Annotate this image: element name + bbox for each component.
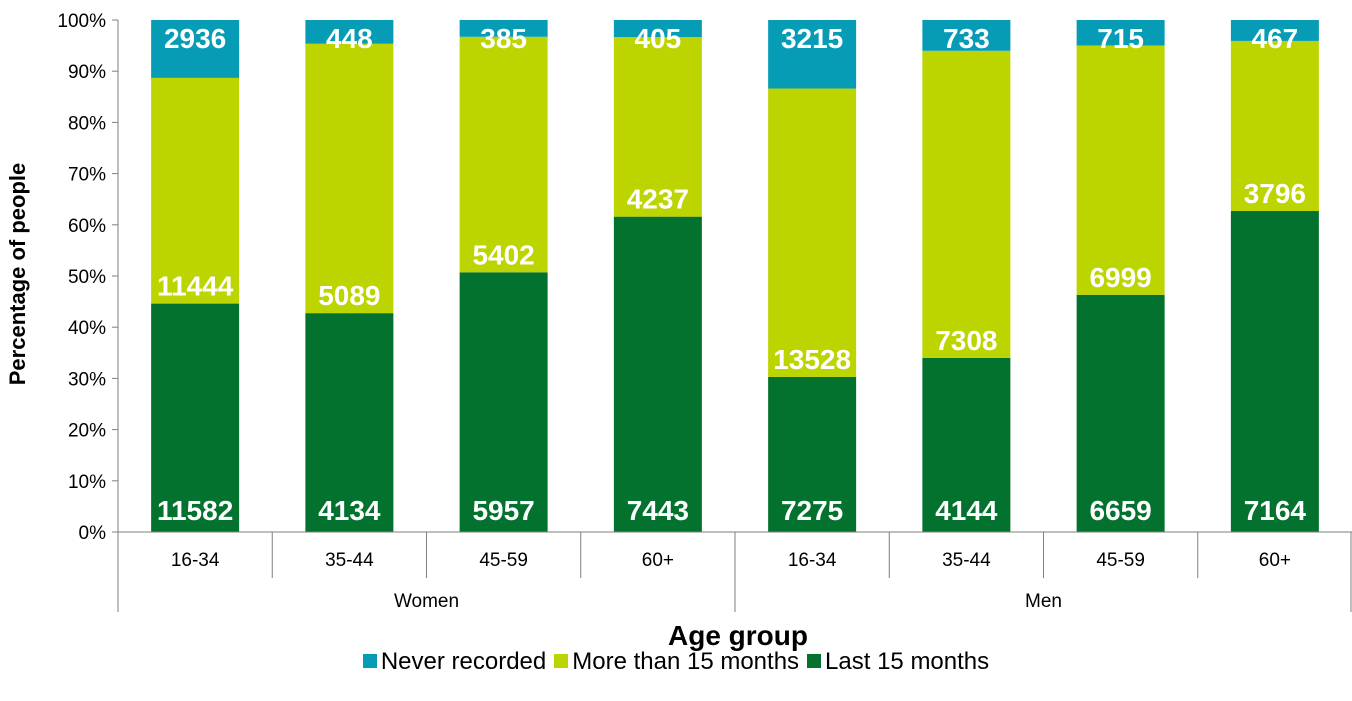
data-label: 6659 <box>1089 495 1151 526</box>
data-label: 5089 <box>318 280 380 311</box>
x-category-label: 16-34 <box>788 550 837 571</box>
data-label: 7443 <box>627 495 689 526</box>
legend: Never recorded More than 15 months Last 15… <box>0 648 1352 676</box>
x-category-label: 16-34 <box>171 550 220 571</box>
data-label: 13528 <box>773 344 851 375</box>
x-axis-title: Age group <box>668 620 808 651</box>
y-tick-label: 60% <box>68 216 106 237</box>
data-label: 4134 <box>318 495 381 526</box>
x-category-label: 60+ <box>642 550 674 571</box>
y-tick-label: 40% <box>68 318 106 339</box>
x-category-label: 35-44 <box>325 550 374 571</box>
data-label: 4144 <box>935 495 998 526</box>
data-label: 4237 <box>627 184 689 215</box>
bar-segment-never-recorded <box>151 20 240 78</box>
bar-segment-last-15-months <box>768 376 857 532</box>
y-tick-label: 30% <box>68 369 106 390</box>
bar-segment-never-recorded <box>1230 20 1319 41</box>
y-tick-label: 90% <box>68 62 106 83</box>
data-label: 385 <box>480 23 527 54</box>
data-label: 7308 <box>935 325 997 356</box>
legend-item: Last 15 months <box>807 648 989 676</box>
data-label: 7164 <box>1244 495 1307 526</box>
legend-item: Never recorded <box>362 648 547 676</box>
y-axis-title: Percentage of people <box>5 163 30 386</box>
legend-swatch <box>807 654 822 668</box>
bar-segment-never-recorded <box>613 20 702 38</box>
data-label: 2936 <box>164 23 226 54</box>
data-label: 11582 <box>157 495 233 526</box>
bar-segment-more-than-15-months <box>1230 40 1319 212</box>
bar-segment-last-15-months <box>151 303 240 532</box>
bar-segment-last-15-months <box>922 357 1011 532</box>
data-label: 3796 <box>1244 178 1306 209</box>
legend-swatch <box>362 654 377 668</box>
y-axis: 0% 10% 20% 30% 40% 50% 60% 70% 80% 90% 100% <box>57 11 119 544</box>
bar-segment-never-recorded <box>305 20 394 44</box>
y-tick-label: 70% <box>68 165 106 186</box>
data-label: 733 <box>943 23 990 54</box>
bar-segment-more-than-15-months <box>305 43 394 314</box>
bar-segment-last-15-months <box>459 272 548 532</box>
bar-segment-more-than-15-months <box>922 50 1011 358</box>
data-label: 448 <box>326 23 373 54</box>
data-label: 5402 <box>472 239 534 270</box>
legend-swatch <box>554 654 569 668</box>
x-category-label: 35-44 <box>942 550 991 571</box>
bar-segment-more-than-15-months <box>613 37 702 217</box>
bars: 11582 11444 2936 4134 5089 448 5957 5402 385 7443… <box>151 20 1319 532</box>
y-tick-label: 0% <box>79 523 107 544</box>
data-label: 5957 <box>472 495 534 526</box>
data-label: 7275 <box>781 495 843 526</box>
bar-segment-never-recorded <box>1076 20 1165 46</box>
x-axis: 16-34 35-44 45-59 60+ Women 16-34 35-44 45-59 60… <box>117 531 1352 612</box>
bar-segment-never-recorded <box>768 20 857 89</box>
bar-segment-last-15-months <box>1076 294 1165 532</box>
bar-segment-more-than-15-months <box>1076 45 1165 295</box>
bar-segment-never-recorded <box>459 20 548 37</box>
bar-segment-more-than-15-months <box>459 36 548 273</box>
data-label: 6999 <box>1089 262 1151 293</box>
y-tick-label: 10% <box>68 472 106 493</box>
legend-label: Never recorded <box>380 648 547 675</box>
y-tick-label: 50% <box>68 267 106 288</box>
y-tick-label: 20% <box>68 421 106 442</box>
bar-segment-last-15-months <box>1230 211 1319 532</box>
y-tick-label: 80% <box>68 113 106 134</box>
bar-segment-last-15-months <box>613 216 702 532</box>
data-label: 405 <box>635 23 682 54</box>
x-category-label: 60+ <box>1259 550 1291 571</box>
x-group-label: Men <box>1025 591 1062 612</box>
data-label: 467 <box>1252 23 1299 54</box>
bar-segment-last-15-months <box>305 313 394 532</box>
data-label: 715 <box>1097 23 1144 54</box>
x-category-label: 45-59 <box>479 550 528 571</box>
legend-label: More than 15 months <box>572 648 800 675</box>
legend-label: Last 15 months <box>825 648 990 675</box>
data-label: 3215 <box>781 23 843 54</box>
bar-segment-never-recorded <box>922 20 1011 51</box>
y-tick-label: 100% <box>57 11 106 32</box>
data-label: 11444 <box>157 271 234 302</box>
bar-segment-more-than-15-months <box>151 77 240 304</box>
x-group-label: Women <box>394 591 459 612</box>
legend-item: More than 15 months <box>554 648 799 676</box>
bar-segment-more-than-15-months <box>768 88 857 377</box>
x-category-label: 45-59 <box>1096 550 1145 571</box>
